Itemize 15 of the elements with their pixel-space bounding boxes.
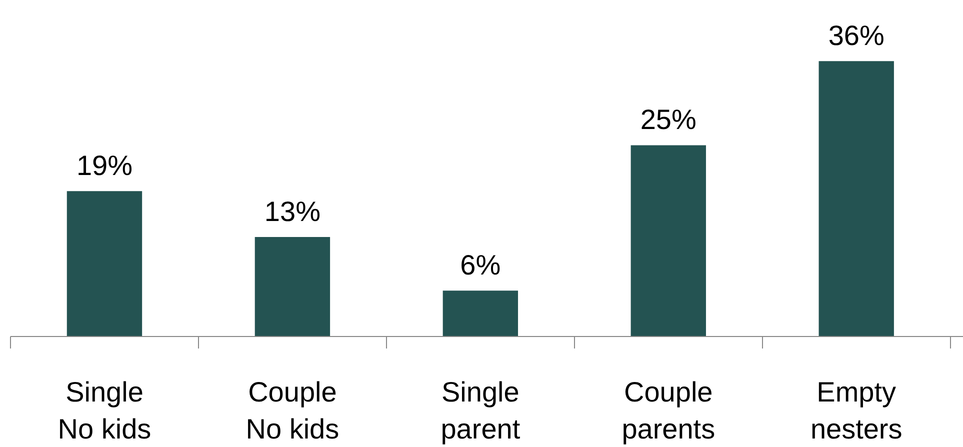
x-tick-label: Single No kids	[58, 376, 152, 445]
bar	[442, 290, 518, 336]
bar	[818, 61, 894, 336]
x-tick-label: Couple No kids	[246, 376, 340, 445]
data-label: 25%	[640, 104, 696, 136]
x-tick-label: Couple parents	[622, 376, 716, 445]
data-label: 19%	[76, 150, 133, 182]
data-label: 13%	[264, 196, 320, 228]
x-tick-label: Single parent	[440, 376, 520, 445]
bar	[630, 145, 706, 336]
data-label: 36%	[828, 20, 884, 52]
data-label: 6%	[460, 250, 501, 281]
bar	[66, 191, 142, 336]
bar	[254, 237, 330, 336]
x-tick-label: Empty nesters	[810, 376, 902, 445]
